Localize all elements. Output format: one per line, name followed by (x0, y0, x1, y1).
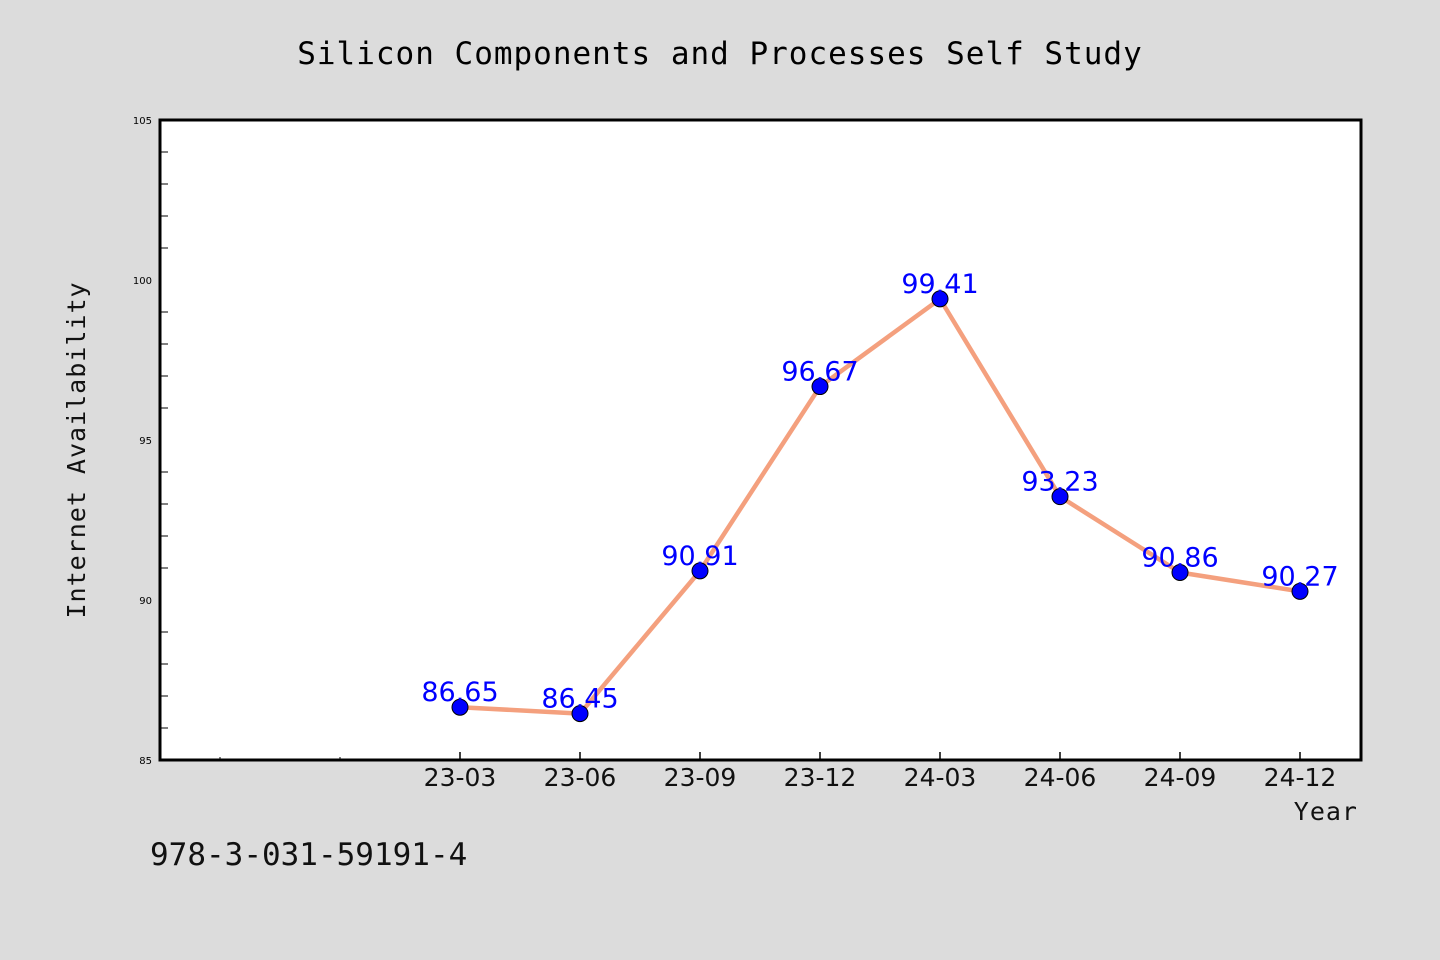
x-axis-title: Year (1294, 797, 1358, 826)
data-point (691, 562, 709, 580)
data-point (1291, 582, 1309, 600)
x-tick-label: 23-06 (544, 763, 617, 792)
y-tick-label: 85 (139, 756, 152, 767)
x-tick-label: 24-06 (1024, 763, 1097, 792)
x-axis: 23-03 23-06 23-09 23-12 24-03 24-06 24-09 24-12 (219, 752, 1337, 792)
y-tick-label: 100 (133, 276, 152, 287)
y-tick-label: 95 (139, 436, 152, 447)
data-label: 90.86 (1141, 542, 1218, 573)
data-point (811, 378, 829, 396)
x-tick-label: 23-09 (664, 763, 737, 792)
x-tick-label: 23-12 (784, 763, 857, 792)
x-tick-label: 24-12 (1264, 763, 1337, 792)
series-1: 86.65 86.45 90.91 96.67 99.41 93.23 90.86 90.27 (421, 269, 1339, 723)
y-tick-label: 90 (139, 596, 152, 607)
y-axis: 85 90 95 100 105 (133, 116, 168, 767)
data-point (1171, 563, 1189, 581)
x-tick-label: 24-03 (904, 763, 977, 792)
data-label: 93.23 (1021, 467, 1098, 498)
data-label: 90.91 (661, 541, 738, 572)
chart-title: Silicon Components and Processes Self St… (297, 36, 1143, 72)
data-label: 99.41 (901, 269, 978, 300)
data-point (571, 705, 589, 723)
data-label: 90.27 (1261, 561, 1338, 592)
data-label: 86.45 (541, 684, 618, 715)
plot-area (158, 118, 1363, 762)
x-tick-label: 23-03 (424, 763, 497, 792)
data-point (451, 698, 469, 716)
y-axis-title: Internet Availability (62, 281, 91, 618)
series-line (457, 296, 1303, 716)
data-point (1051, 488, 1069, 506)
data-label: 86.65 (421, 677, 498, 708)
y-tick-label: 105 (133, 116, 152, 127)
data-point (931, 290, 949, 308)
footer-isbn: 978-3-031-59191-4 (150, 837, 467, 873)
data-label: 96.67 (781, 357, 858, 388)
x-tick-label: 24-09 (1144, 763, 1217, 792)
